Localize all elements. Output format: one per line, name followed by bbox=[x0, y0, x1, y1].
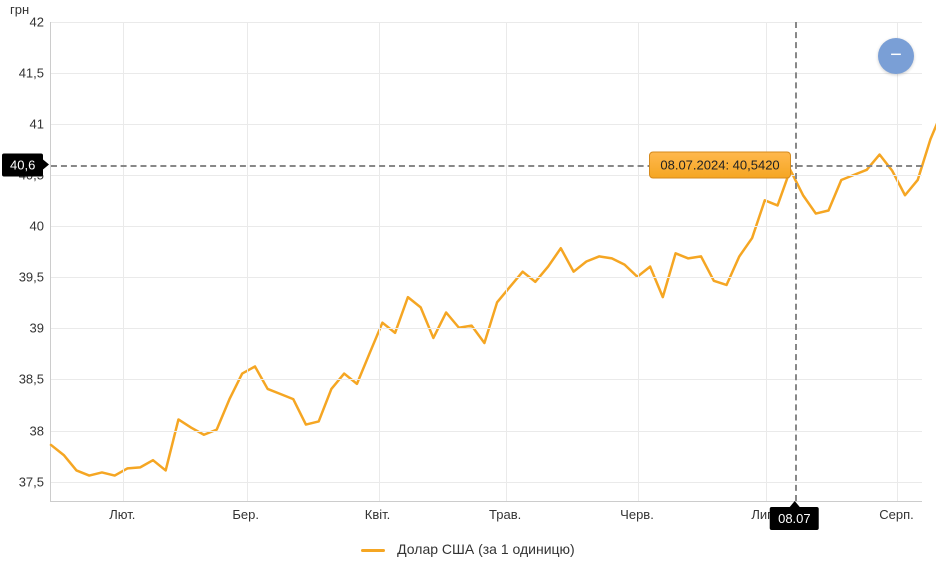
plot-area[interactable] bbox=[50, 22, 922, 502]
gridline-h bbox=[51, 482, 922, 483]
gridline-h bbox=[51, 175, 922, 176]
y-tick-label: 39,5 bbox=[4, 270, 44, 285]
gridline-h bbox=[51, 277, 922, 278]
crosshair-vertical bbox=[795, 22, 797, 501]
gridline-v bbox=[638, 22, 639, 501]
x-tick-label: Бер. bbox=[232, 507, 259, 522]
x-tick-label: Лют. bbox=[109, 507, 135, 522]
y-tick-label: 38,5 bbox=[4, 372, 44, 387]
legend-label: Долар США (за 1 одиницю) bbox=[397, 541, 575, 557]
x-tick-label: Черв. bbox=[620, 507, 654, 522]
hover-tooltip: 08.07.2024: 40,5420 bbox=[649, 151, 790, 178]
gridline-h bbox=[51, 226, 922, 227]
zoom-out-button[interactable]: − bbox=[878, 38, 914, 74]
gridline-h bbox=[51, 73, 922, 74]
y-tick-label: 39 bbox=[4, 321, 44, 336]
gridline-h bbox=[51, 431, 922, 432]
x-tick-label: Трав. bbox=[489, 507, 521, 522]
y-tick-label: 40 bbox=[4, 219, 44, 234]
y-tick-label: 38 bbox=[4, 423, 44, 438]
crosshair-horizontal bbox=[51, 165, 922, 167]
gridline-h bbox=[51, 328, 922, 329]
legend: Долар США (за 1 одиницю) bbox=[0, 541, 936, 557]
y-tick-label: 41,5 bbox=[4, 66, 44, 81]
gridline-v bbox=[123, 22, 124, 501]
gridline-v bbox=[379, 22, 380, 501]
x-value-badge: 08.07 bbox=[770, 507, 819, 530]
x-tick-label: Серп. bbox=[879, 507, 914, 522]
y-tick-label: 42 bbox=[4, 15, 44, 30]
gridline-v bbox=[766, 22, 767, 501]
gridline-v bbox=[897, 22, 898, 501]
line-plot bbox=[51, 22, 922, 501]
x-tick-label: Квіт. bbox=[365, 507, 391, 522]
legend-swatch bbox=[361, 549, 385, 552]
minus-icon: − bbox=[890, 45, 902, 65]
series-line bbox=[51, 73, 936, 476]
gridline-v bbox=[506, 22, 507, 501]
y-tick-label: 41 bbox=[4, 117, 44, 132]
gridline-h bbox=[51, 124, 922, 125]
y-value-badge: 40,6 bbox=[2, 153, 43, 176]
y-tick-label: 37,5 bbox=[4, 474, 44, 489]
gridline-v bbox=[247, 22, 248, 501]
gridline-h bbox=[51, 22, 922, 23]
gridline-h bbox=[51, 379, 922, 380]
